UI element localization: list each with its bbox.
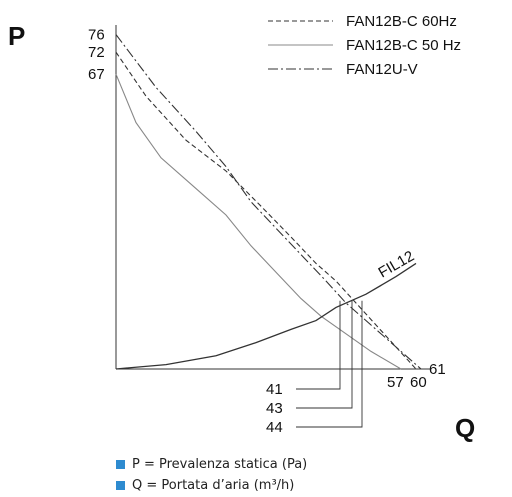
operating-point-line: [296, 300, 353, 409]
operating-point-line: [296, 300, 341, 390]
bullet-square-icon: [116, 481, 125, 490]
x-tick-label: 57: [387, 374, 404, 391]
legend-label: FAN12U-V: [346, 61, 418, 78]
x-tick-label: 61: [429, 361, 446, 378]
legend-label: FAN12B-C 60Hz: [346, 13, 457, 30]
y-tick-label: 72: [88, 44, 105, 61]
series-fan12u-v-line: [115, 34, 422, 370]
x-tick-label: 60: [410, 374, 427, 391]
y-tick-label: 76: [88, 27, 105, 44]
operating-point-line: [296, 300, 363, 428]
operating-point-label: 41: [266, 381, 283, 398]
note-pressure: P = Prevalenza statica (Pa): [116, 454, 307, 475]
x-axis-title: Q: [455, 413, 475, 443]
operating-point-label: 44: [266, 419, 283, 436]
legend: FAN12B-C 60Hz FAN12B-C 50 Hz FAN12U-V: [268, 13, 461, 78]
series-fan12b-c-50-hz-line: [115, 73, 402, 370]
y-tick-label: 67: [88, 66, 105, 83]
series-fan12b-c-60hz-line: [115, 51, 417, 370]
series-fil12-line: [115, 262, 417, 370]
bullet-square-icon: [116, 460, 125, 469]
note-flow-text: Q = Portata d’aria (m³/h): [132, 478, 295, 493]
legend-label: FAN12B-C 50 Hz: [346, 37, 461, 54]
operating-point-label: 43: [266, 400, 283, 417]
y-axis-title: P: [8, 21, 25, 51]
notes: P = Prevalenza statica (Pa) Q = Portata …: [116, 454, 307, 496]
note-pressure-text: P = Prevalenza statica (Pa): [132, 457, 308, 472]
note-flow: Q = Portata d’aria (m³/h): [116, 475, 307, 496]
